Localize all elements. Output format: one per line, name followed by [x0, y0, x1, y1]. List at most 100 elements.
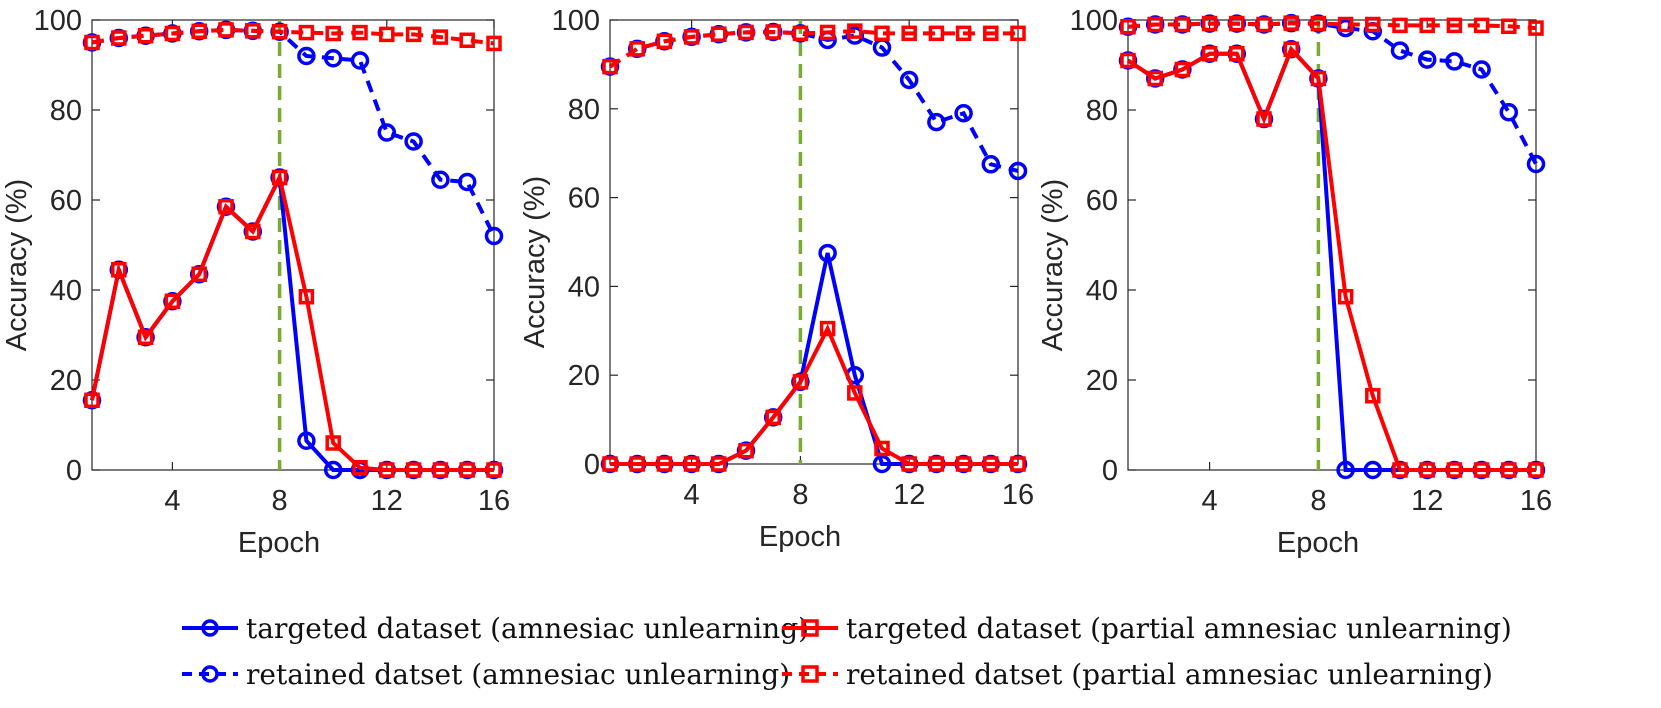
legend-label: retained datset (amnesiac unlearning): [246, 657, 791, 691]
data-point: [1283, 41, 1299, 57]
data-point: [1528, 462, 1544, 478]
data-point: [1147, 70, 1163, 87]
data-point: [872, 454, 892, 474]
series-line: [608, 29, 1018, 69]
series-4: [602, 23, 1026, 75]
y-tick-label: 100: [1070, 5, 1118, 37]
data-point: [874, 440, 890, 457]
data-point: [1445, 52, 1464, 71]
series-line: [90, 170, 494, 472]
data-point: [1008, 161, 1028, 181]
data-point: [486, 35, 502, 52]
chart-panel-3: 0 20 40 60 80 100 4 8 12 16 Epoch Accuracy (%): [1037, 5, 1552, 559]
legend-item-targeted-amnesiac: targeted dataset (amnesiac unlearning): [180, 608, 809, 648]
x-tick-label: 16: [1520, 485, 1552, 517]
data-point: [245, 223, 261, 240]
data-point: [1501, 462, 1517, 478]
legend-swatch-retained-amnesiac: [182, 665, 238, 683]
y-tick-label: 20: [50, 365, 82, 397]
data-point: [928, 456, 945, 472]
data-point: [271, 169, 288, 186]
series-line: [610, 323, 1018, 466]
data-point: [1120, 19, 1136, 35]
chart-panel-2: 0 20 40 60 80 100 4 8 12 16 Epoch Accuracy (%): [519, 5, 1034, 553]
x-tick-label: 8: [272, 485, 288, 517]
data-point: [1499, 103, 1519, 122]
y-tick-label: 0: [584, 449, 600, 481]
series-line: [1127, 21, 1538, 165]
data-point: [874, 25, 890, 42]
legend-swatch-retained-partial: [782, 665, 838, 683]
data-point: [1283, 15, 1299, 31]
legend-item-targeted-partial: targeted dataset (partial amnesiac unlea…: [780, 608, 1512, 648]
y-tick-label: 0: [66, 455, 82, 487]
data-point: [298, 289, 315, 305]
y-axis-label: Accuracy (%): [1, 179, 33, 351]
data-point: [191, 23, 207, 39]
data-point: [1473, 17, 1490, 34]
x-tick-label: 8: [792, 479, 808, 511]
data-point: [325, 25, 341, 42]
data-point: [1392, 17, 1408, 34]
y-tick-label: 40: [50, 275, 82, 307]
data-point: [683, 456, 700, 472]
data-point: [765, 24, 781, 40]
data-point: [323, 49, 343, 68]
data-point: [738, 24, 754, 41]
data-point: [484, 226, 504, 246]
series-line: [91, 27, 495, 46]
data-point: [137, 28, 154, 44]
y-tick-label: 80: [1086, 95, 1118, 127]
data-point: [1337, 16, 1354, 33]
data-point: [111, 30, 127, 46]
y-tick-label: 40: [1086, 275, 1118, 307]
x-tick-label: 4: [1202, 485, 1218, 517]
data-point: [1310, 15, 1327, 32]
y-tick-label: 100: [552, 5, 600, 37]
x-tick-label: 12: [371, 485, 403, 517]
data-point: [137, 329, 154, 345]
data-point: [602, 456, 618, 472]
axes-box: [1127, 19, 1537, 471]
data-point: [983, 25, 999, 42]
data-point: [711, 456, 727, 472]
data-point: [656, 33, 673, 50]
series-line: [608, 29, 1019, 173]
data-point: [1310, 70, 1327, 87]
data-point: [792, 25, 809, 42]
data-point: [459, 462, 475, 478]
data-point: [899, 70, 919, 90]
series-2: [602, 320, 1026, 472]
y-tick-label: 60: [1086, 185, 1118, 217]
x-axis-label: Epoch: [759, 521, 841, 553]
data-point: [901, 456, 917, 472]
data-point: [847, 385, 863, 401]
data-point: [1446, 462, 1463, 478]
x-tick-label: 12: [893, 479, 925, 511]
legend-item-retained-partial: retained datset (partial amnesiac unlear…: [780, 654, 1493, 694]
data-point: [432, 29, 449, 45]
data-point: [738, 442, 754, 459]
data-point: [457, 172, 477, 192]
data-point: [819, 320, 836, 337]
data-point: [983, 456, 999, 472]
x-tick-label: 8: [1310, 485, 1326, 517]
data-point: [459, 32, 475, 48]
series-4: [1120, 15, 1544, 36]
legend-label: retained datset (partial amnesiac unlear…: [846, 657, 1493, 691]
y-tick-label: 60: [50, 185, 82, 217]
data-point: [1337, 289, 1354, 305]
data-point: [927, 112, 946, 132]
data-point: [84, 34, 100, 51]
data-point: [981, 155, 1001, 174]
chart-panel-1: 0 20 40 60 80 100 4 8 12 16 Epoch Accuracy (%): [1, 5, 510, 559]
x-tick-label: 12: [1411, 485, 1443, 517]
data-point: [1392, 462, 1408, 478]
data-point: [629, 41, 645, 57]
y-axis-label: Accuracy (%): [1037, 179, 1069, 351]
data-point: [1010, 25, 1026, 42]
y-tick-label: 0: [1102, 455, 1118, 487]
x-tick-label: 4: [684, 479, 700, 511]
series-2: [84, 169, 502, 478]
